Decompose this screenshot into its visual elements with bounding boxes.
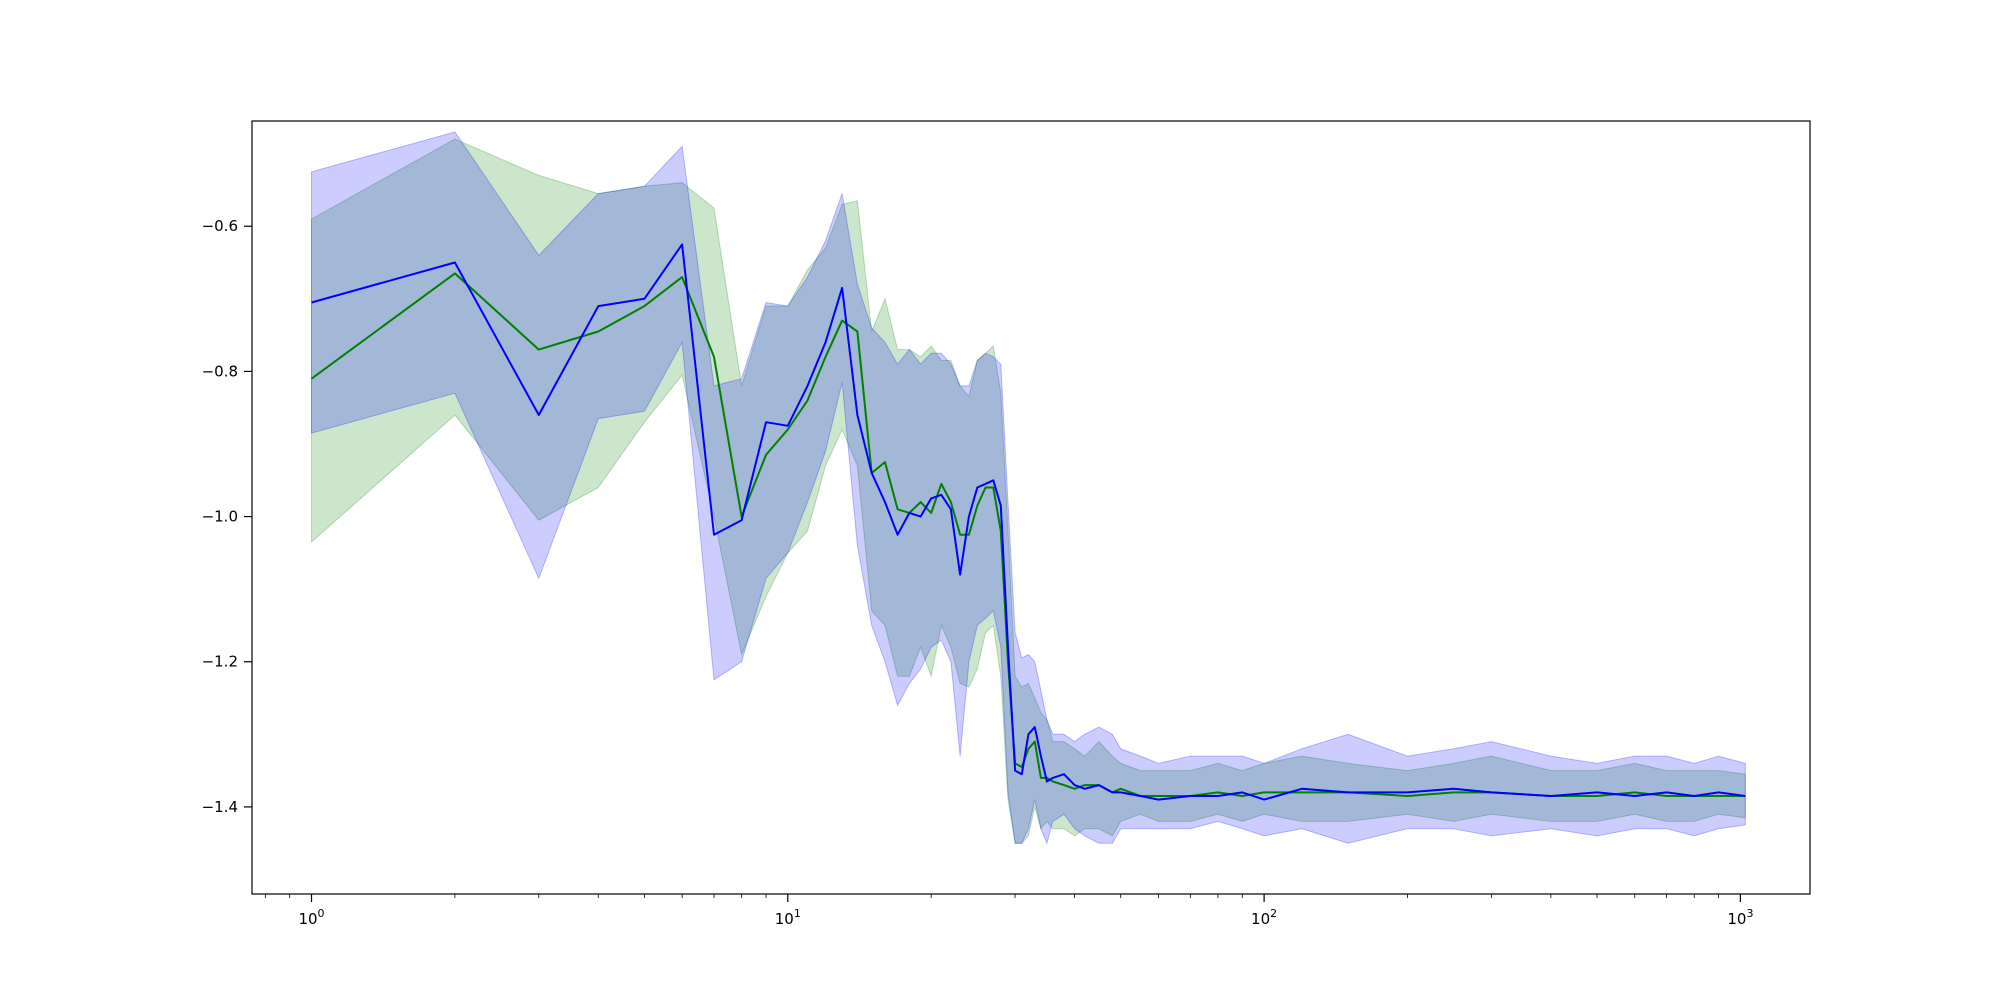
y-axis: −0.6 −0.8 −1.0 −1.2 −1.4 [202,217,252,816]
y-tick-label: −1.4 [202,798,238,816]
series-1-band [311,138,1746,844]
series-2-band [311,131,1746,845]
x-axis: 100 101 102 103 [264,894,1753,928]
x-tick-label: 103 [1727,907,1753,928]
x-tick-label: 102 [1251,907,1277,928]
confidence-bands [311,131,1746,845]
x-tick-label: 100 [298,907,324,928]
y-tick-label: −0.6 [202,217,238,235]
series-2-line [311,243,1746,801]
y-tick-label: −1.0 [202,508,238,526]
y-tick-label: −0.8 [202,362,238,380]
plot-frame [251,120,1811,895]
y-tick-label: −1.2 [202,653,238,671]
x-tick-label: 101 [775,907,801,928]
series-lines [310,243,1746,801]
